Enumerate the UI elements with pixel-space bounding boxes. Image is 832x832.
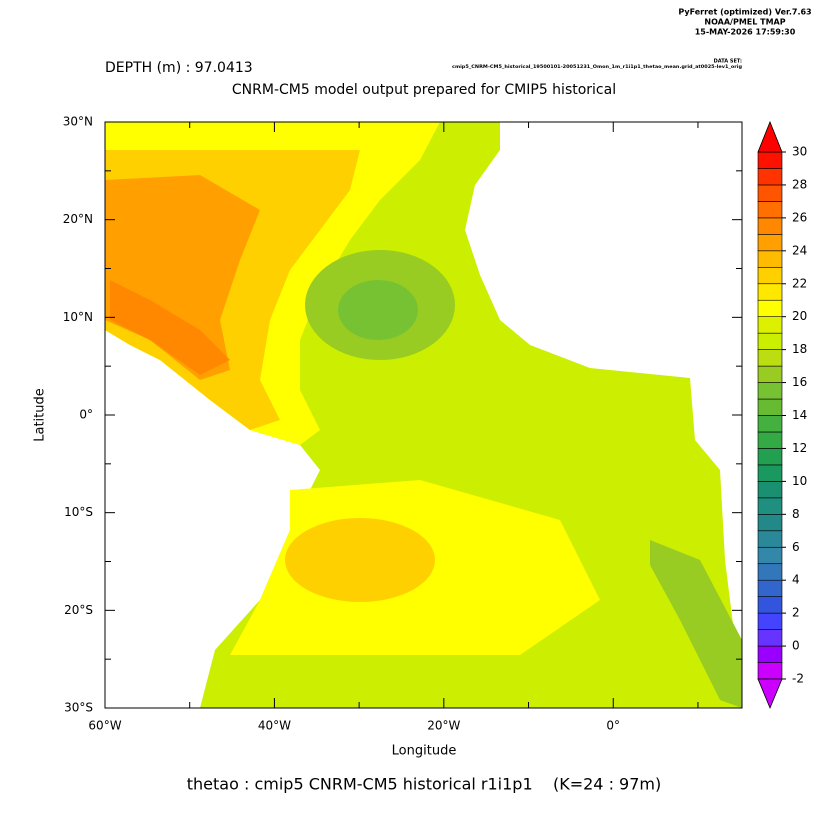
colorbar-label: 6 — [792, 540, 800, 554]
x-tick-label: 40°W — [258, 719, 291, 733]
colorbar-box — [757, 563, 783, 581]
colorbar-box — [757, 662, 783, 680]
colorbar-box — [757, 201, 783, 219]
south-warm-core — [285, 518, 435, 602]
y-tick-label: 0° — [79, 408, 93, 422]
colorbar-box — [757, 266, 783, 285]
colorbar-box — [757, 612, 783, 630]
colorbar-box — [757, 546, 783, 565]
colorbar-box — [757, 530, 783, 548]
colorbar-box — [757, 629, 783, 647]
field — [105, 122, 742, 708]
colorbar-box — [757, 234, 783, 252]
colorbar-label: 20 — [792, 309, 807, 323]
y-tick-label: 20°N — [63, 212, 93, 226]
colorbar-box — [757, 151, 783, 169]
colorbar-label: 0 — [792, 639, 800, 653]
y-tick-label: 20°S — [64, 603, 93, 617]
colorbar-label: 10 — [792, 474, 807, 488]
east-cool — [650, 540, 742, 708]
colorbar-label: 2 — [792, 606, 800, 620]
colorbar-label: 30 — [792, 145, 807, 159]
cool-pool-inner — [338, 280, 418, 340]
colorbar-box — [757, 299, 783, 317]
colorbar-label: -2 — [792, 672, 804, 686]
subtitle: DEPTH (m) : 97.0413 — [105, 60, 253, 76]
colorbar-box — [757, 217, 783, 235]
chart-title: CNRM-CM5 model output prepared for CMIP5… — [232, 82, 616, 98]
colorbar-box — [757, 283, 783, 301]
dataset-name: cmip5_CNRM-CM5_historical_19500101-20051… — [452, 64, 742, 69]
colorbar-box — [757, 250, 783, 268]
colorbar-label: 26 — [792, 210, 807, 224]
colorbar-box — [757, 349, 783, 367]
colorbar-box — [757, 481, 783, 499]
warm-core-inner — [110, 280, 230, 375]
colorbar-box — [757, 596, 783, 614]
x-tick-label: 0° — [606, 719, 620, 733]
y-axis-label: Latitude — [33, 388, 48, 442]
colorbar-box — [757, 431, 783, 449]
colorbar-box — [757, 365, 783, 383]
colorbar-box — [757, 168, 783, 186]
colorbar-box — [757, 316, 783, 334]
dataset-label: DATA SET: — [714, 59, 742, 65]
colorbar-box — [757, 497, 783, 515]
colorbar-label: 12 — [792, 441, 807, 455]
colorbar-under — [757, 678, 783, 710]
colorbar-label: 28 — [792, 177, 807, 191]
colorbar-box — [757, 448, 783, 466]
colorbar-label: 16 — [792, 375, 807, 389]
header-line: PyFerret (optimized) Ver.7.63 — [678, 8, 811, 17]
y-tick-label: 10°S — [64, 505, 93, 519]
colorbar-label: 18 — [792, 342, 807, 356]
x-tick-label: 20°W — [427, 719, 460, 733]
colorbar-box — [757, 645, 783, 663]
colorbar-label: 8 — [792, 507, 800, 521]
y-tick-label: 10°N — [63, 310, 93, 324]
colorbar-label: 14 — [792, 408, 807, 422]
colorbar-box — [757, 184, 783, 202]
footer: thetao : cmip5 CNRM-CM5 historical r1i1p… — [187, 775, 661, 794]
colorbar-label: 24 — [792, 243, 807, 257]
colorbar-label: 4 — [792, 573, 800, 587]
colorbar-box — [757, 332, 783, 350]
colorbar-box — [757, 382, 783, 400]
colorbar-box — [757, 415, 783, 433]
colorbar-over — [757, 120, 783, 153]
header-line: 15-MAY-2026 17:59:30 — [695, 28, 796, 37]
colorbar-box — [757, 579, 783, 597]
colorbar-box — [757, 398, 783, 416]
y-tick-label: 30°N — [63, 115, 93, 129]
colorbar-box — [757, 514, 783, 532]
x-axis-label: Longitude — [392, 744, 457, 759]
y-tick-label: 30°S — [64, 701, 93, 715]
header-line: NOAA/PMEL TMAP — [704, 18, 785, 27]
colorbar-box — [757, 464, 783, 482]
colorbar-label: 22 — [792, 276, 807, 290]
x-tick-label: 60°W — [88, 719, 121, 733]
